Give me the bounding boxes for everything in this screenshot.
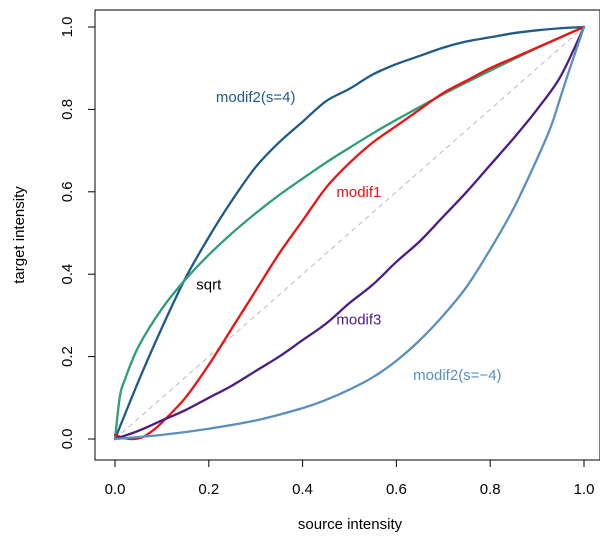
y-axis-title: target intensity xyxy=(11,186,28,284)
x-tick-label: 0.2 xyxy=(198,481,219,498)
x-axis: 0.0 0.2 0.4 0.6 0.8 1.0 xyxy=(105,459,595,498)
series-layer xyxy=(113,25,586,441)
y-tick-label: 1.0 xyxy=(59,17,76,38)
curve-label: modif2(s=−4) xyxy=(413,367,501,384)
y-axis: 0.0 0.2 0.4 0.6 0.8 1.0 xyxy=(59,17,96,450)
x-tick-label: 0.0 xyxy=(105,481,126,498)
curve-label: modif3 xyxy=(336,312,381,329)
series-line-modif1 xyxy=(113,25,586,441)
annotation-layer: modif2(s=4) modif1 sqrt modif3 modif2(s=−4) xyxy=(196,89,501,384)
x-axis-title: source intensity xyxy=(298,516,403,533)
curve-label: sqrt xyxy=(196,277,222,294)
y-tick-label: 0.2 xyxy=(59,346,76,367)
series-line-sqrt xyxy=(113,25,586,441)
series-line-modif3 xyxy=(113,25,586,441)
x-tick-label: 0.6 xyxy=(386,481,407,498)
y-tick-label: 0.6 xyxy=(59,181,76,202)
series-line-modif2-s-4 xyxy=(113,25,586,441)
x-tick-label: 0.4 xyxy=(292,481,313,498)
y-tick-label: 0.0 xyxy=(59,429,76,450)
x-tick-label: 1.0 xyxy=(574,481,595,498)
x-tick-label: 0.8 xyxy=(480,481,501,498)
y-tick-label: 0.8 xyxy=(59,99,76,120)
y-tick-label: 0.4 xyxy=(59,264,76,285)
curve-label: modif1 xyxy=(336,184,381,201)
curve-label: modif2(s=4) xyxy=(216,89,296,106)
series-line-modif2-s-4 xyxy=(113,25,586,441)
